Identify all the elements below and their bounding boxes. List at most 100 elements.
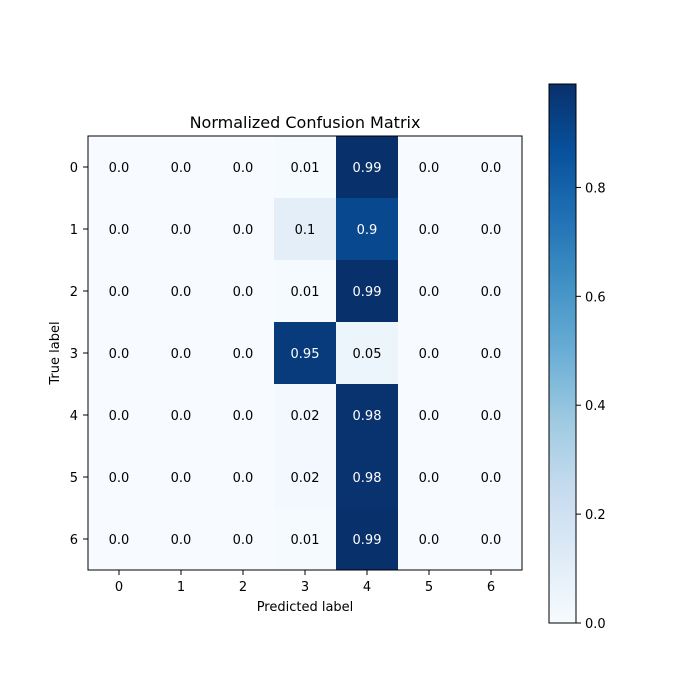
cell-label-r5-c0: 0.0 <box>109 471 130 486</box>
cell-label-r3-c1: 0.0 <box>171 347 192 362</box>
cell-label-r4-c5: 0.0 <box>419 409 440 424</box>
x-tick-label-3: 3 <box>301 580 309 595</box>
cell-label-r3-c0: 0.0 <box>109 347 130 362</box>
cell-label-r4-c3: 0.02 <box>291 409 320 424</box>
cell-label-r0-c5: 0.0 <box>419 161 440 176</box>
heatmap-cell-r3-c1 <box>150 322 213 385</box>
y-tick-label-5: 5 <box>70 471 78 486</box>
heatmap-cell-r6-c0 <box>88 508 151 571</box>
cell-label-r4-c4: 0.98 <box>353 409 382 424</box>
heatmap-cell-r6-c1 <box>150 508 213 571</box>
heatmap-cell-r0-c5 <box>398 136 461 199</box>
cell-label-r1-c2: 0.0 <box>233 223 254 238</box>
heatmap-cell-r5-c0 <box>88 446 151 509</box>
cell-label-r4-c2: 0.0 <box>233 409 254 424</box>
cell-label-r1-c5: 0.0 <box>419 223 440 238</box>
cell-label-r0-c3: 0.01 <box>291 161 320 176</box>
cell-labels: 0.0 0.0 0.0 0.01 0.99 0.0 0.0 0.0 0.0 0.0 0.1 0.9 0.… <box>109 161 502 548</box>
cell-label-r0-c2: 0.0 <box>233 161 254 176</box>
cell-label-r0-c4: 0.99 <box>353 161 382 176</box>
colorbar-tick-label-4: 0.8 <box>585 181 606 196</box>
y-axis-label: True label <box>48 321 63 385</box>
heatmap-cell-r0-c0 <box>88 136 151 199</box>
cell-label-r5-c3: 0.02 <box>291 471 320 486</box>
cell-label-r1-c1: 0.0 <box>171 223 192 238</box>
cell-label-r6-c3: 0.01 <box>291 533 320 548</box>
heatmap-cell-r4-c5 <box>398 384 461 447</box>
heatmap-cell-r5-c1 <box>150 446 213 509</box>
cell-label-r2-c4: 0.99 <box>353 285 382 300</box>
cell-label-r5-c5: 0.0 <box>419 471 440 486</box>
cell-label-r3-c6: 0.0 <box>481 347 502 362</box>
x-tick-label-1: 1 <box>177 580 185 595</box>
cell-label-r1-c6: 0.0 <box>481 223 502 238</box>
x-tick-label-6: 6 <box>487 580 495 595</box>
heatmap-cell-r0-c2 <box>212 136 275 199</box>
heatmap-cell-r0-c4 <box>336 136 399 199</box>
heatmap-cell-r4-c0 <box>88 384 151 447</box>
cell-label-r1-c0: 0.0 <box>109 223 130 238</box>
colorbar-tick-label-1: 0.2 <box>585 508 606 523</box>
cell-label-r1-c3: 0.1 <box>295 223 316 238</box>
heatmap-cell-r1-c4 <box>336 198 399 261</box>
cell-label-r4-c6: 0.0 <box>481 409 502 424</box>
x-tick-label-2: 2 <box>239 580 247 595</box>
heatmap-cell-r2-c3 <box>274 260 337 323</box>
heatmap-cell-r5-c5 <box>398 446 461 509</box>
heatmap-cell-r1-c3 <box>274 198 337 261</box>
colorbar-tick-label-0: 0.0 <box>585 617 606 632</box>
heatmap-cell-r0-c3 <box>274 136 337 199</box>
cell-label-r6-c2: 0.0 <box>233 533 254 548</box>
y-tick-label-6: 6 <box>70 533 78 548</box>
heatmap-cell-r6-c2 <box>212 508 275 571</box>
cell-label-r2-c6: 0.0 <box>481 285 502 300</box>
cell-label-r3-c4: 0.05 <box>353 347 382 362</box>
cell-label-r3-c5: 0.0 <box>419 347 440 362</box>
heatmap-cell-r3-c4 <box>336 322 399 385</box>
y-axis-ticks: 0 1 2 3 4 5 6 <box>70 161 88 548</box>
heatmap <box>88 136 523 571</box>
heatmap-cell-r0-c6 <box>460 136 523 199</box>
y-tick-label-0: 0 <box>70 161 78 176</box>
heatmap-cell-r6-c3 <box>274 508 337 571</box>
cell-label-r4-c1: 0.0 <box>171 409 192 424</box>
heatmap-cell-r2-c6 <box>460 260 523 323</box>
x-axis-label: Predicted label <box>257 600 354 615</box>
heatmap-cell-r2-c5 <box>398 260 461 323</box>
x-tick-label-4: 4 <box>363 580 371 595</box>
heatmap-cell-r1-c1 <box>150 198 213 261</box>
heatmap-cell-r5-c6 <box>460 446 523 509</box>
cell-label-r0-c1: 0.0 <box>171 161 192 176</box>
cell-label-r0-c0: 0.0 <box>109 161 130 176</box>
heatmap-cell-r1-c5 <box>398 198 461 261</box>
cell-label-r5-c1: 0.0 <box>171 471 192 486</box>
heatmap-cell-r4-c1 <box>150 384 213 447</box>
heatmap-cell-r2-c0 <box>88 260 151 323</box>
cell-label-r6-c1: 0.0 <box>171 533 192 548</box>
y-tick-label-3: 3 <box>70 347 78 362</box>
chart-title: Normalized Confusion Matrix <box>190 113 421 132</box>
heatmap-cell-r4-c2 <box>212 384 275 447</box>
heatmap-cell-r6-c6 <box>460 508 523 571</box>
heatmap-cell-r3-c6 <box>460 322 523 385</box>
colorbar-tick-label-2: 0.4 <box>585 399 606 414</box>
heatmap-cell-r1-c6 <box>460 198 523 261</box>
heatmap-cell-r5-c4 <box>336 446 399 509</box>
heatmap-cell-r2-c1 <box>150 260 213 323</box>
heatmap-cell-r1-c2 <box>212 198 275 261</box>
x-tick-label-0: 0 <box>115 580 123 595</box>
heatmap-cell-r4-c4 <box>336 384 399 447</box>
heatmap-cell-r2-c4 <box>336 260 399 323</box>
colorbar-frame <box>548 83 577 624</box>
cell-label-r5-c2: 0.0 <box>233 471 254 486</box>
heatmap-cell-r5-c2 <box>212 446 275 509</box>
cell-label-r1-c4: 0.9 <box>357 223 378 238</box>
cell-label-r2-c2: 0.0 <box>233 285 254 300</box>
heatmap-cell-r6-c5 <box>398 508 461 571</box>
cell-label-r2-c0: 0.0 <box>109 285 130 300</box>
heatmap-cell-r5-c3 <box>274 446 337 509</box>
y-tick-label-1: 1 <box>70 223 78 238</box>
cell-label-r6-c4: 0.99 <box>353 533 382 548</box>
heatmap-cell-r3-c3 <box>274 322 337 385</box>
